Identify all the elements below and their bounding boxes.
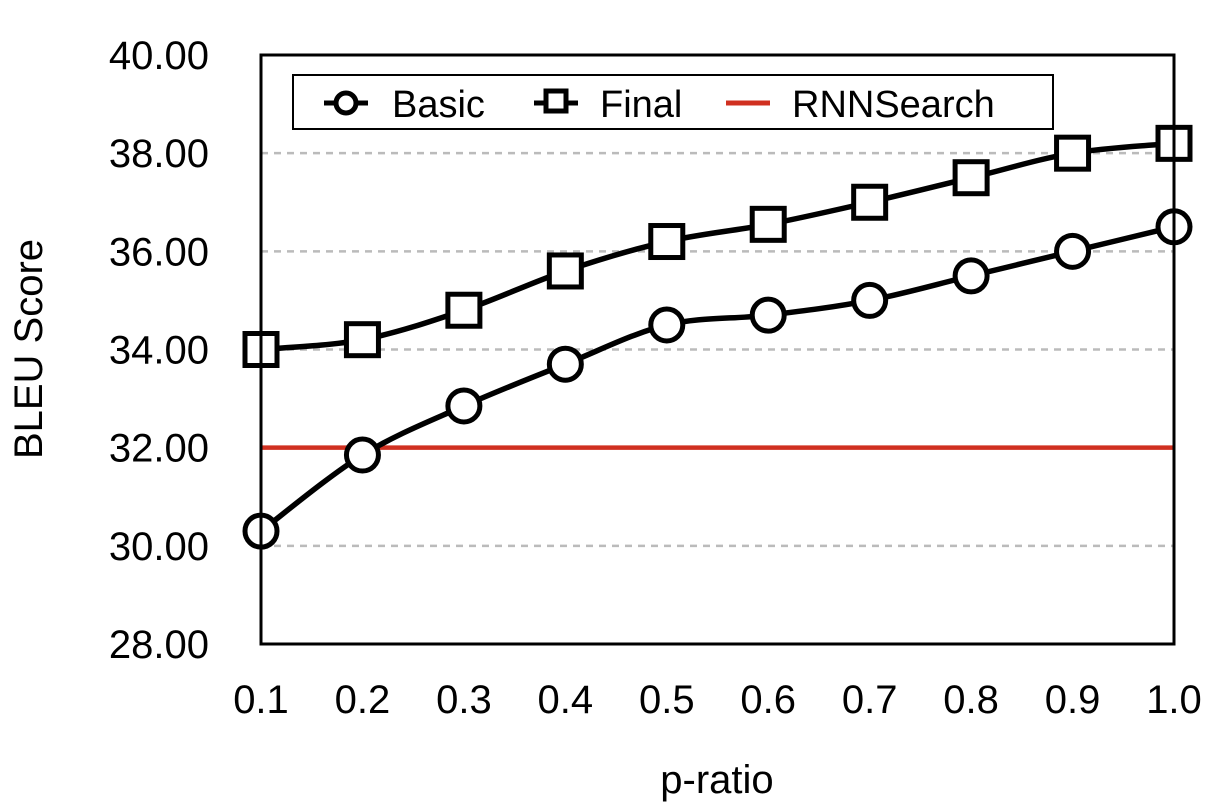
x-tick-label: 0.2 — [335, 678, 391, 722]
legend: Basic Final RNNSearch — [292, 74, 1054, 130]
legend-square-marker — [543, 88, 569, 114]
series-line-final — [260, 140, 1175, 353]
legend-item-basic: Basic — [324, 84, 485, 126]
y-tick-label: 34.00 — [109, 329, 209, 373]
x-tick-label: 0.4 — [538, 678, 594, 722]
data-point-basic — [1054, 232, 1092, 270]
data-point-final — [445, 291, 483, 329]
x-axis-label: p-ratio — [660, 758, 773, 802]
series-final — [242, 124, 1193, 368]
data-point-final — [952, 159, 990, 197]
x-axis-ticks: 0.1 0.2 0.3 0.4 0.5 0.6 0.7 0.8 0.9 1.0 — [233, 678, 1202, 722]
y-tick-label: 30.00 — [109, 525, 209, 569]
data-point-final — [546, 252, 584, 290]
legend-label-final: Final — [600, 84, 682, 126]
plot-area-frame — [259, 53, 1176, 646]
series-line-basic — [259, 224, 1175, 534]
x-tick-label: 0.5 — [639, 678, 695, 722]
data-point-final — [648, 223, 686, 261]
x-tick-label: 0.6 — [740, 678, 796, 722]
data-point-final — [851, 183, 889, 221]
x-tick-label: 1.0 — [1146, 678, 1202, 722]
legend-circle-marker — [333, 90, 359, 116]
y-tick-label: 32.00 — [109, 427, 209, 471]
y-axis-ticks: 28.00 30.00 32.00 34.00 36.00 38.00 40.00 — [109, 34, 209, 667]
y-tick-label: 40.00 — [109, 34, 209, 78]
data-point-basic — [648, 306, 686, 344]
x-tick-label: 0.8 — [943, 678, 999, 722]
x-tick-label: 0.9 — [1045, 678, 1101, 722]
y-tick-label: 38.00 — [109, 132, 209, 176]
x-tick-label: 0.1 — [233, 678, 289, 722]
y-tick-label: 36.00 — [109, 230, 209, 274]
data-point-basic — [445, 387, 483, 425]
data-point-final — [749, 205, 787, 243]
legend-item-final: Final — [534, 84, 682, 126]
data-point-basic — [851, 281, 889, 319]
data-point-basic — [343, 436, 381, 474]
legend-label-basic: Basic — [392, 84, 485, 126]
series-basic — [242, 208, 1193, 550]
data-point-basic — [749, 296, 787, 334]
legend-label-rnnsearch: RNNSearch — [792, 84, 995, 126]
x-tick-label: 0.3 — [436, 678, 492, 722]
legend-item-rnnsearch: RNNSearch — [726, 84, 995, 126]
data-point-basic — [546, 345, 584, 383]
x-tick-label: 0.7 — [842, 678, 898, 722]
data-point-basic — [952, 257, 990, 295]
y-tick-label: 28.00 — [109, 623, 209, 667]
y-axis-label: BLEU Score — [7, 239, 51, 459]
series-layer — [242, 124, 1193, 550]
grid-lines — [261, 151, 1174, 548]
legend-box — [292, 74, 1054, 130]
data-point-final — [343, 321, 381, 359]
data-point-final — [1054, 134, 1092, 172]
